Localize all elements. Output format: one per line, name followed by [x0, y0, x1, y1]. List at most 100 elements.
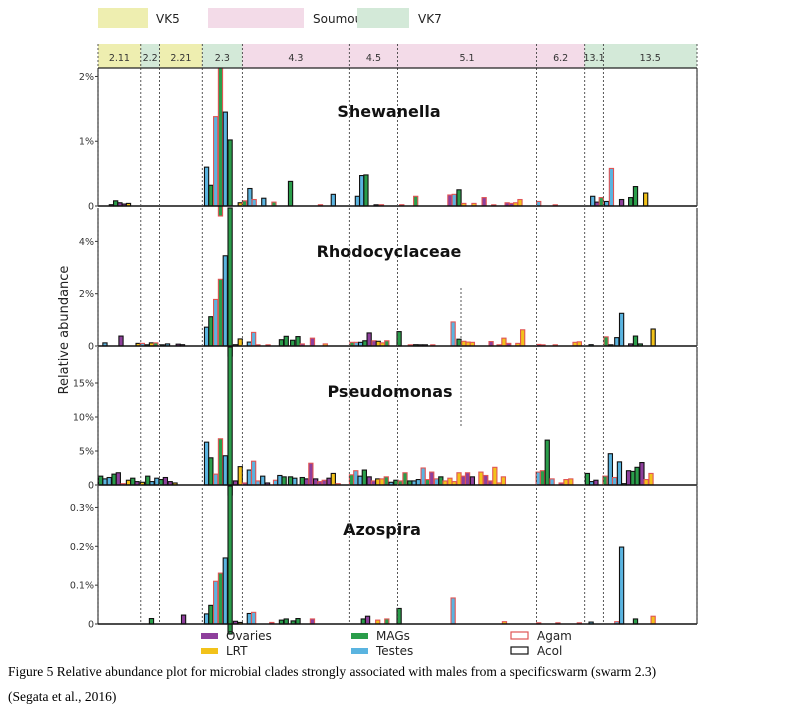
- bar: [517, 198, 523, 207]
- swarm-label: 4.5: [366, 53, 381, 64]
- swarm-label: 5.1: [459, 53, 474, 64]
- bar: [363, 174, 369, 207]
- legend-label: Ovaries: [226, 629, 272, 643]
- bar: [208, 457, 214, 486]
- bar: [148, 618, 155, 625]
- bar: [460, 475, 466, 486]
- bar: [295, 336, 301, 347]
- panel-title: Rhodocyclaceae: [317, 242, 462, 261]
- bar: [203, 613, 210, 625]
- y-tick-label: 10%: [73, 413, 94, 424]
- y-tick-label: 4%: [79, 237, 94, 248]
- y-tick-label: 0.3%: [70, 503, 94, 514]
- y-tick-label: 2%: [79, 72, 94, 83]
- bar: [237, 338, 243, 347]
- location-legend: VK5 Soumousso VK7: [98, 8, 442, 28]
- bar: [217, 572, 224, 625]
- bar: [222, 455, 228, 486]
- legend-swatch-lrt: [201, 648, 218, 654]
- y-tick-label: 0: [88, 342, 94, 353]
- legend-label: LRT: [226, 644, 248, 658]
- bar: [222, 255, 228, 347]
- y-tick-label: 0: [88, 202, 94, 213]
- y-axis-label: Relative abundance: [57, 266, 72, 395]
- bar: [213, 580, 219, 625]
- bar: [643, 479, 649, 486]
- bar: [278, 339, 285, 347]
- bar: [213, 473, 219, 486]
- y-tick-label: 0: [88, 620, 94, 631]
- bar: [584, 472, 591, 486]
- bar: [260, 475, 266, 486]
- legend-label: Agam: [537, 629, 572, 643]
- bar: [102, 478, 108, 486]
- bar: [383, 476, 389, 486]
- legend-swatch-ovaries: [201, 633, 218, 639]
- bar: [353, 470, 359, 486]
- bar: [614, 337, 620, 347]
- panel-shewanella: 0 1% 2% Shewanella: [79, 67, 698, 217]
- y-tick-label: 5%: [79, 447, 94, 458]
- panel-title: Azospira: [343, 520, 421, 539]
- bar: [501, 337, 507, 347]
- swarm-label: 2.21: [170, 53, 191, 64]
- bar: [628, 197, 634, 207]
- bar: [611, 476, 618, 486]
- bar: [603, 336, 609, 347]
- legend-outline-acol: [510, 646, 529, 655]
- bar: [115, 472, 121, 486]
- bar: [357, 475, 363, 486]
- bar: [539, 470, 546, 486]
- bar: [130, 477, 136, 486]
- bar: [535, 471, 541, 486]
- bar: [106, 476, 112, 486]
- y-tick-label: 15%: [73, 379, 94, 390]
- swarm-strip: 2.11 2.2 2.21 2.3 4.3 4.5 5.1 6.2 13.1 13.5: [98, 44, 697, 68]
- panel-azospira: 0 0.1% 0.2% 0.3% Azospira: [70, 485, 698, 635]
- bar: [354, 195, 361, 207]
- swarm-label: 2.11: [109, 53, 130, 64]
- legend-outline-agam: [510, 631, 529, 640]
- bar: [287, 180, 294, 207]
- bar: [313, 478, 319, 486]
- bar: [299, 476, 305, 486]
- figure-citation: (Segata et al., 2016): [8, 689, 117, 704]
- bar: [227, 207, 233, 357]
- bar: [222, 557, 228, 625]
- bar: [281, 476, 287, 486]
- bar: [607, 453, 614, 486]
- swarm-cell: [98, 44, 141, 68]
- swarm-label: 6.2: [553, 53, 568, 64]
- bar: [180, 614, 187, 625]
- bar: [447, 477, 453, 486]
- bar: [295, 618, 301, 625]
- bar: [366, 332, 372, 347]
- bar: [364, 615, 371, 625]
- bar: [544, 439, 550, 486]
- bar: [616, 461, 623, 486]
- bar: [217, 67, 224, 217]
- location-swatch: [98, 8, 148, 28]
- bar: [287, 476, 294, 486]
- swarm-label: 2.3: [215, 53, 230, 64]
- bar: [483, 474, 489, 486]
- bar: [361, 469, 367, 486]
- bar: [456, 472, 462, 486]
- y-tick-label: 0.1%: [70, 581, 94, 592]
- panel-title: Shewanella: [337, 102, 440, 121]
- bar: [246, 469, 253, 486]
- bar: [366, 476, 372, 486]
- swarm-dividers: [97, 44, 698, 624]
- bar: [438, 476, 444, 486]
- bar: [213, 298, 219, 347]
- legend-label: MAGs: [376, 629, 410, 643]
- bar: [308, 462, 314, 486]
- panel-pseudomonas: 0 5% 10% 15% Pseudomonas: [73, 346, 698, 496]
- bar: [590, 195, 596, 207]
- bar: [250, 331, 257, 347]
- bar: [217, 278, 224, 347]
- bar: [618, 312, 625, 347]
- bar: [424, 479, 431, 486]
- bar: [227, 346, 233, 496]
